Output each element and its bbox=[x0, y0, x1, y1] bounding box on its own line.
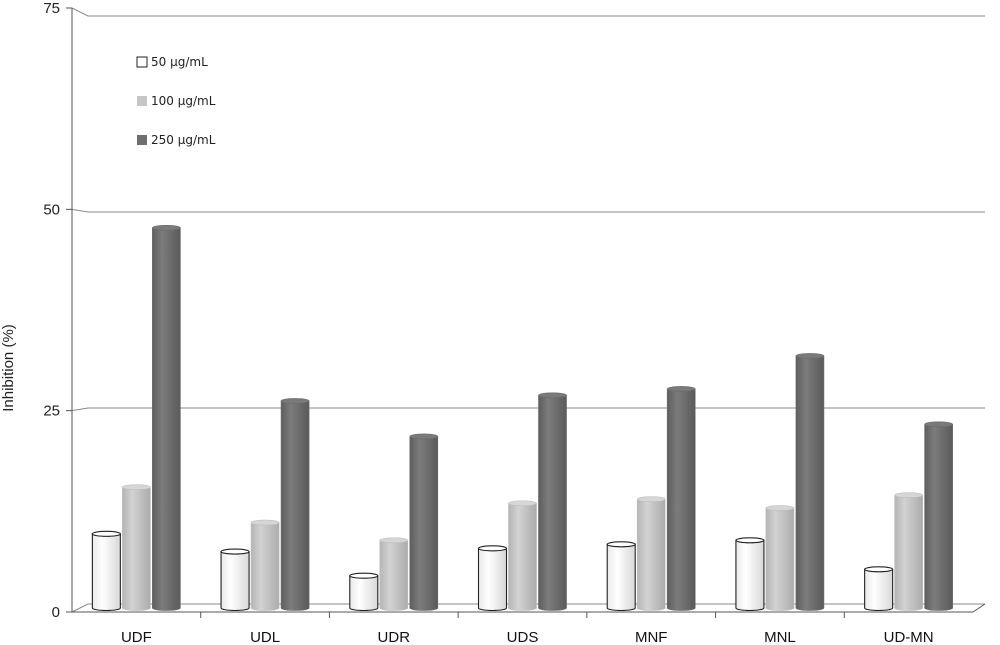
x-tick-label: UDL bbox=[250, 629, 280, 645]
y-tick-label: 25 bbox=[43, 403, 60, 420]
bar-mnl-series-2 bbox=[765, 507, 795, 611]
bars bbox=[91, 225, 953, 612]
bar-mnl-series-1 bbox=[735, 539, 765, 612]
x-axis-floor-edge bbox=[972, 603, 986, 613]
x-tick-label: UDS bbox=[507, 629, 539, 645]
legend-swatch bbox=[137, 96, 147, 106]
bar-udr-series-2 bbox=[379, 539, 409, 611]
bar-cap bbox=[122, 484, 151, 490]
bar-cap bbox=[508, 500, 537, 507]
bar-cap bbox=[538, 392, 567, 399]
legend-label: 50 µg/mL bbox=[151, 55, 208, 69]
bar-cap bbox=[91, 530, 121, 537]
axes bbox=[66, 7, 986, 618]
bar-mnf-series-1 bbox=[606, 543, 636, 612]
x-tick-label: UDR bbox=[378, 629, 411, 645]
bar-cap bbox=[924, 421, 953, 428]
bar-uds-series-2 bbox=[508, 502, 537, 611]
bar-udf-series-3 bbox=[152, 227, 181, 611]
bar-udf-series-1 bbox=[91, 533, 121, 612]
bar-cap bbox=[864, 566, 894, 573]
bar-udr-series-1 bbox=[349, 575, 379, 612]
bar-ud-mn-series-1 bbox=[864, 568, 894, 612]
bar-cap bbox=[349, 572, 379, 579]
bar-cap bbox=[606, 541, 636, 548]
legend-label: 250 µg/mL bbox=[151, 133, 216, 147]
bar-udr-series-3 bbox=[409, 436, 439, 611]
bar-cap bbox=[735, 537, 765, 544]
x-tick-label: MNF bbox=[635, 629, 668, 645]
y-tick-label: 0 bbox=[52, 604, 60, 621]
bar-udl-series-3 bbox=[280, 400, 310, 611]
bar-cap bbox=[765, 505, 795, 511]
gridline bbox=[71, 7, 985, 17]
bar-ud-mn-series-3 bbox=[924, 424, 953, 611]
bar-mnf-series-2 bbox=[636, 498, 666, 611]
bar-cap bbox=[379, 537, 409, 544]
legend: 50 µg/mL 100 µg/mL 250 µg/mL bbox=[136, 55, 216, 147]
y-tick-label: 50 bbox=[43, 201, 60, 218]
x-tick-label: UDF bbox=[121, 629, 152, 645]
bar-cap bbox=[477, 545, 508, 552]
bar-cap bbox=[220, 548, 250, 555]
y-tick-label: 75 bbox=[43, 0, 60, 17]
y-axis-label: Inhibition (%) bbox=[0, 324, 17, 412]
bar-cap bbox=[894, 492, 923, 499]
x-tick-label: UD-MN bbox=[884, 629, 934, 645]
legend-swatch bbox=[136, 56, 148, 68]
legend-swatch bbox=[137, 135, 147, 145]
bar-udl-series-2 bbox=[250, 522, 280, 611]
tick-labels: 0 25 50 75 UDF UDL UDR UDS MNF MNL UD-MN bbox=[43, 0, 933, 645]
bar-cap bbox=[250, 519, 280, 526]
bar-mnl-series-3 bbox=[795, 355, 825, 611]
bar-cap bbox=[666, 386, 696, 392]
bar-mnf-series-3 bbox=[666, 388, 696, 611]
bar-udf-series-2 bbox=[122, 486, 151, 611]
legend-label: 100 µg/mL bbox=[151, 94, 216, 108]
bar-cap bbox=[409, 433, 439, 440]
bar-ud-mn-series-2 bbox=[894, 494, 923, 611]
bar-cap bbox=[636, 496, 666, 503]
bar-uds-series-1 bbox=[477, 547, 508, 612]
bar-uds-series-3 bbox=[538, 395, 567, 611]
bar-cap bbox=[795, 353, 825, 359]
gridline bbox=[71, 208, 985, 213]
bar-cap bbox=[280, 398, 310, 404]
bar-cap bbox=[152, 225, 181, 231]
x-tick-label: MNL bbox=[764, 629, 796, 645]
bar-udl-series-1 bbox=[220, 551, 250, 612]
gridline bbox=[71, 407, 985, 412]
